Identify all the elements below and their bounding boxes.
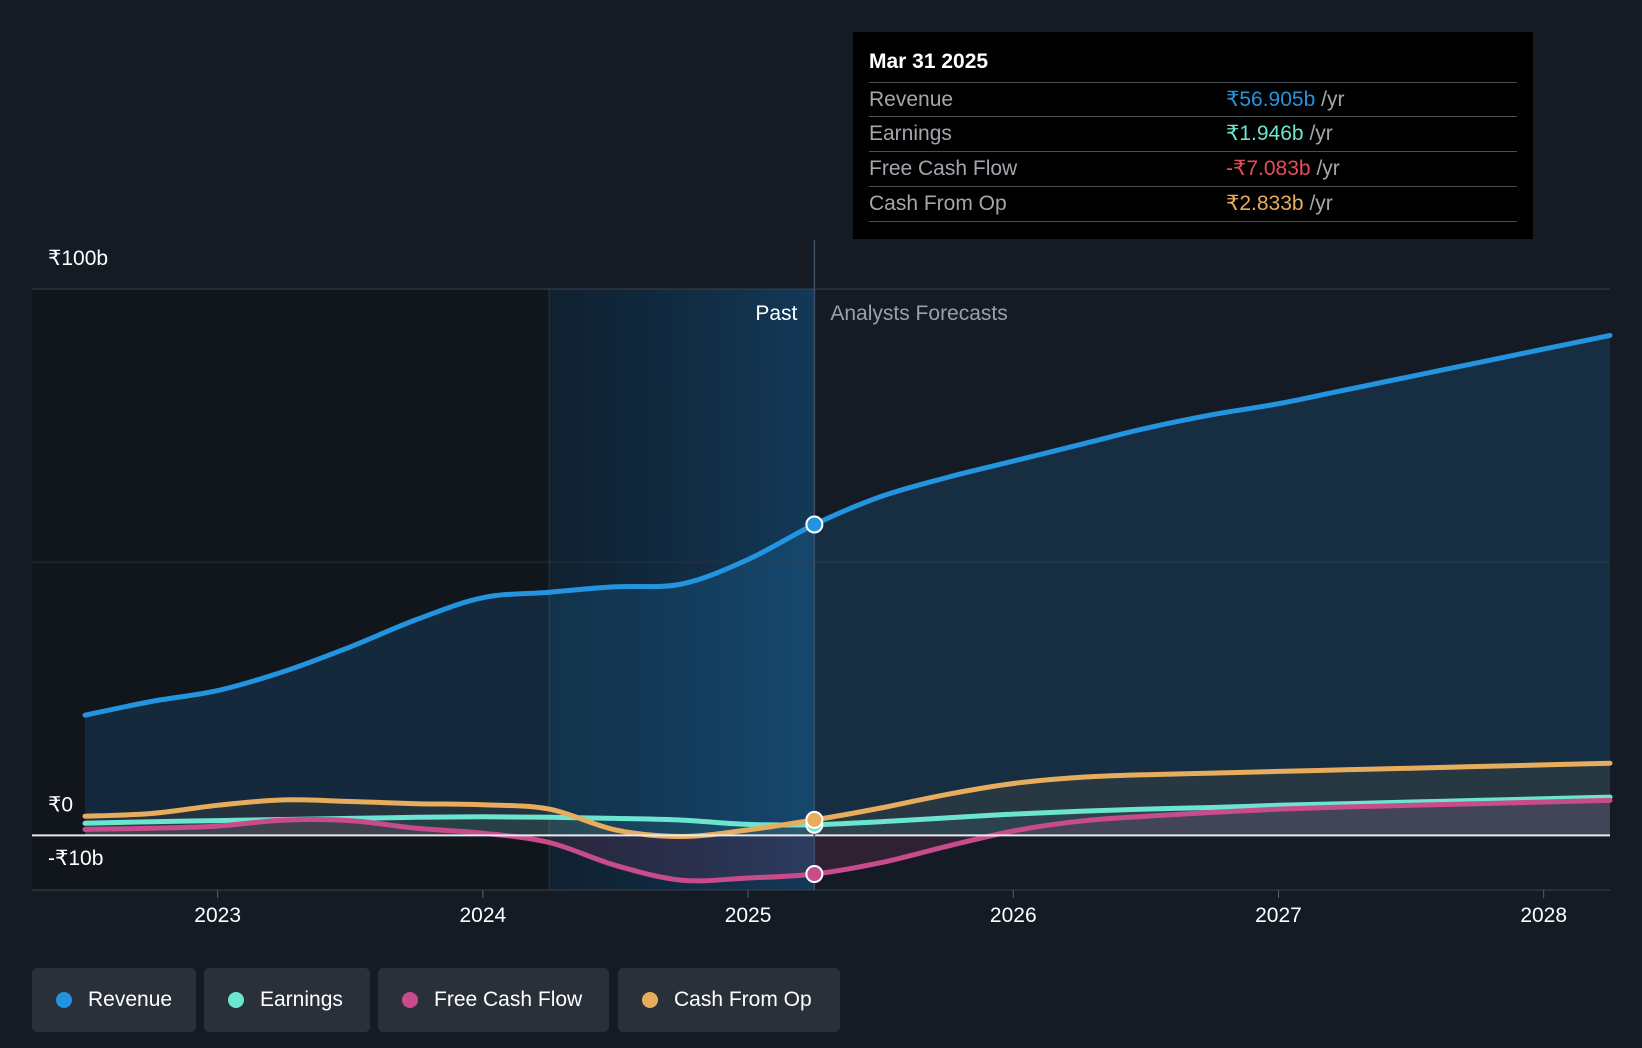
legend-dot-fcf — [402, 992, 418, 1008]
marker-revenue[interactable] — [805, 515, 824, 534]
tooltip-label-revenue: Revenue — [869, 88, 954, 111]
legend-label-revenue: Revenue — [88, 988, 173, 1011]
tooltip-row-revenue: Revenue ₹56.905b /yr — [869, 82, 1517, 117]
tooltip-row-earnings: Earnings ₹1.946b /yr — [869, 116, 1517, 151]
legend-label-fcf: Free Cash Flow — [434, 988, 583, 1011]
area-fcf — [85, 800, 1610, 881]
x-tick-label: 2026 — [990, 904, 1037, 927]
series-line-revenue — [82, 332, 1613, 718]
tooltip-unit-earnings: /yr — [1309, 122, 1333, 145]
y-tick-label: ₹0 — [48, 793, 73, 816]
series-line-cfo — [82, 760, 1613, 840]
legend-item-revenue[interactable]: Revenue — [32, 968, 196, 1032]
past-label: Past — [755, 302, 797, 325]
tooltip-value-fcf: -₹7.083b — [1226, 157, 1311, 180]
tooltip-value-cfo: ₹2.833b — [1226, 192, 1304, 215]
tooltip-unit-revenue: /yr — [1321, 88, 1345, 111]
tooltip-divider — [869, 221, 1517, 222]
series-line-fcf — [82, 797, 1613, 884]
x-tick-label: 2025 — [725, 904, 772, 927]
legend-dot-earnings — [228, 992, 244, 1008]
legend-label-earnings: Earnings — [260, 988, 343, 1011]
area-revenue — [85, 335, 1610, 836]
legend-dot-cfo — [642, 992, 658, 1008]
legend-item-earnings[interactable]: Earnings — [204, 968, 370, 1032]
tooltip-date: Mar 31 2025 — [869, 50, 989, 73]
legend-item-cfo[interactable]: Cash From Op — [618, 968, 840, 1032]
marker-cfo[interactable] — [805, 810, 824, 829]
legend-item-fcf[interactable]: Free Cash Flow — [378, 968, 609, 1032]
y-tick-label: -₹10b — [48, 847, 103, 870]
x-tick-label: 2028 — [1520, 904, 1567, 927]
tooltip-label-cfo: Cash From Op — [869, 192, 1007, 215]
x-tick-label: 2024 — [459, 904, 506, 927]
tooltip-value-earnings: ₹1.946b — [1226, 122, 1304, 145]
marker-fcf[interactable] — [805, 865, 824, 884]
legend-dot-revenue — [56, 992, 72, 1008]
tooltip-row-cfo: Cash From Op ₹2.833b /yr — [869, 186, 1517, 221]
tooltip-unit-fcf: /yr — [1316, 157, 1340, 180]
tooltip-label-earnings: Earnings — [869, 122, 952, 145]
y-tick-label: ₹100b — [48, 247, 108, 270]
tooltip-unit-cfo: /yr — [1309, 192, 1333, 215]
forecast-label: Analysts Forecasts — [830, 302, 1007, 325]
tooltip-row-fcf: Free Cash Flow -₹7.083b /yr — [869, 151, 1517, 186]
legend-label-cfo: Cash From Op — [674, 988, 812, 1011]
tooltip-label-fcf: Free Cash Flow — [869, 157, 1018, 180]
area-earnings — [85, 797, 1610, 836]
tooltip-value-revenue: ₹56.905b — [1226, 88, 1316, 111]
tooltip: Mar 31 2025 Revenue ₹56.905b /yr Earning… — [853, 32, 1533, 239]
x-tick-label: 2023 — [194, 904, 241, 927]
x-tick-label: 2027 — [1255, 904, 1302, 927]
